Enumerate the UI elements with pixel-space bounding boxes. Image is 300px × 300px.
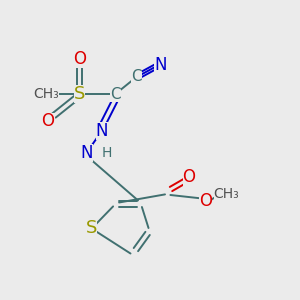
Text: S: S (86, 219, 97, 237)
Text: C: C (131, 69, 142, 84)
Text: N: N (96, 122, 108, 140)
Text: H: H (101, 146, 112, 160)
Text: C: C (110, 87, 121, 102)
Text: N: N (81, 144, 93, 162)
Text: S: S (74, 85, 85, 103)
Text: N: N (154, 56, 167, 74)
Text: O: O (182, 168, 196, 186)
Text: CH₃: CH₃ (214, 187, 239, 200)
Text: O: O (199, 192, 212, 210)
Text: O: O (73, 50, 86, 68)
Text: O: O (41, 112, 55, 130)
Text: CH₃: CH₃ (34, 88, 59, 101)
